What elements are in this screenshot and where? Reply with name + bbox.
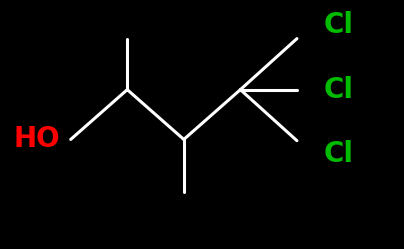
Text: HO: HO — [13, 125, 60, 153]
Text: Cl: Cl — [323, 140, 353, 168]
Text: Cl: Cl — [323, 11, 353, 39]
Text: Cl: Cl — [323, 76, 353, 104]
